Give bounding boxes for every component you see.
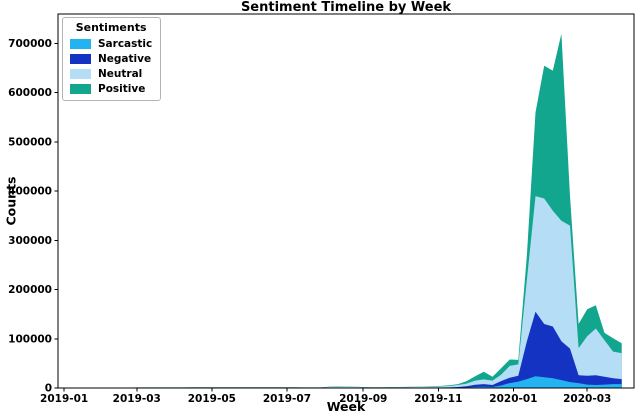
legend-swatch-negative (70, 53, 91, 64)
y-tick-label: 400000 (8, 186, 52, 198)
y-tick-label: 200000 (8, 284, 52, 296)
x-axis-label: Week (326, 399, 366, 414)
legend-rows: Sarcastic Negative Neutral Positive (70, 36, 152, 96)
legend-item: Neutral (70, 66, 152, 81)
y-tick-label: 0 (45, 383, 52, 395)
legend-label: Positive (98, 82, 146, 95)
x-tick-label: 2019-09 (339, 393, 387, 405)
legend-swatch-neutral (70, 68, 91, 79)
legend-swatch-positive (70, 83, 91, 94)
x-tick-label: 2019-01 (40, 393, 88, 405)
y-tick-label: 100000 (8, 333, 52, 345)
y-tick-label: 500000 (8, 136, 52, 148)
x-tick-label: 2019-05 (188, 393, 236, 405)
legend-label: Sarcastic (98, 37, 153, 50)
x-tick-label: 2019-03 (113, 393, 161, 405)
legend-swatch-sarcastic (70, 38, 91, 49)
legend-item: Negative (70, 51, 152, 66)
legend-title: Sentiments (75, 21, 147, 34)
legend-item: Positive (70, 81, 152, 96)
legend-label: Neutral (98, 67, 143, 80)
y-tick-label: 700000 (8, 38, 52, 50)
x-tick-label: 2020-03 (563, 393, 611, 405)
x-tick-label: 2019-07 (263, 393, 311, 405)
y-tick-label: 300000 (8, 235, 52, 247)
chart-title: Sentiment Timeline by Week (240, 0, 452, 15)
x-tick-label: 2019-11 (414, 393, 462, 405)
legend-label: Negative (98, 52, 152, 65)
area-sarcastic (70, 376, 622, 388)
plot-border (57, 13, 635, 389)
legend-item: Sarcastic (70, 36, 152, 51)
x-tick-label: 2020-01 (489, 393, 537, 405)
y-tick-label: 600000 (8, 87, 52, 99)
legend: Sentiments Sarcastic Negative Neutral Posit… (62, 17, 162, 101)
area-negative (70, 311, 622, 388)
